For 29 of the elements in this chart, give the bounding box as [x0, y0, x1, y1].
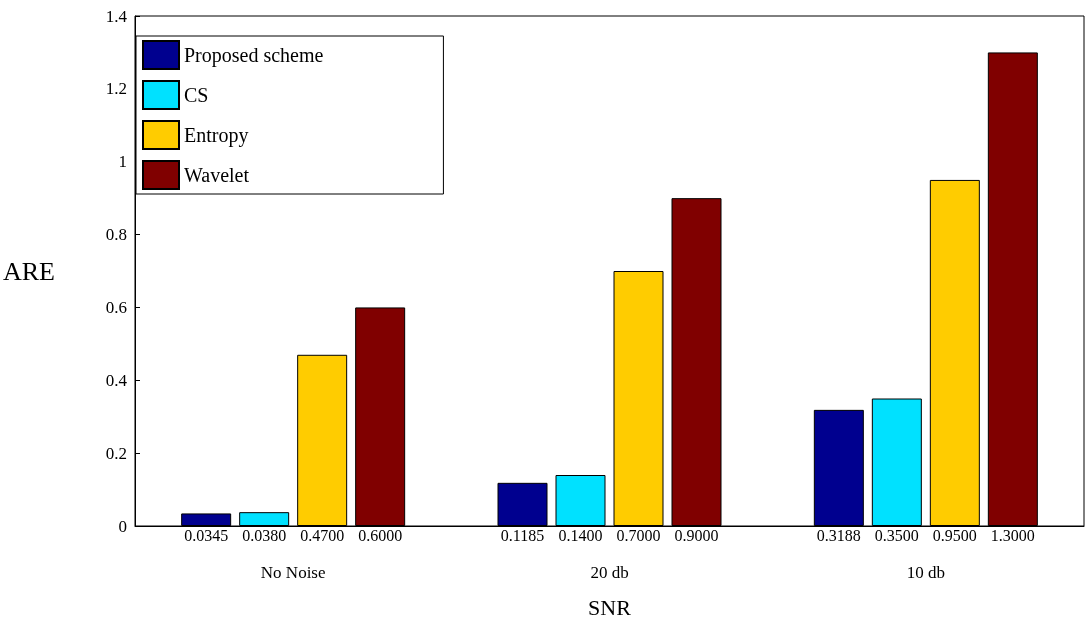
data-label: 0.1400 [558, 526, 603, 544]
data-label: 0.3188 [816, 526, 861, 544]
y-tick-label: 0.6 [105, 297, 127, 317]
data-label: 1.3000 [990, 526, 1035, 544]
legend-label: CS [184, 84, 209, 106]
y-tick-label: 0.8 [105, 225, 127, 245]
data-label: 0.9000 [674, 526, 719, 544]
y-tick-label: 1 [118, 152, 127, 172]
legend-label: Proposed scheme [184, 44, 324, 67]
x-axis-title: SNR [588, 594, 632, 620]
data-label: 0.7000 [616, 526, 661, 544]
data-label: 0.3500 [874, 526, 919, 544]
x-tick-label: No Noise [260, 563, 326, 582]
x-tick-label: 10 db [906, 563, 945, 582]
y-tick-label: 0.4 [105, 370, 128, 390]
y-tick-label: 1.2 [105, 79, 127, 99]
data-label: 0.4700 [300, 526, 345, 544]
y-axis-title: ARE [3, 256, 55, 286]
data-label: 0.1185 [500, 526, 545, 544]
x-tick-label: 20 db [590, 563, 629, 582]
data-label: 0.0345 [184, 526, 229, 544]
data-label: 0.6000 [358, 526, 403, 544]
legend-label: Entropy [184, 124, 249, 147]
y-tick-label: 1.4 [105, 6, 128, 26]
legend-label: Wavelet [184, 164, 250, 186]
y-tick-label: 0.2 [105, 443, 127, 463]
data-label: 0.9500 [932, 526, 977, 544]
data-label: 0.0380 [242, 526, 287, 544]
y-tick-label: 0 [118, 516, 127, 536]
